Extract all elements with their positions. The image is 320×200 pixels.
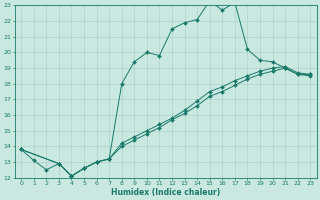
X-axis label: Humidex (Indice chaleur): Humidex (Indice chaleur): [111, 188, 220, 197]
